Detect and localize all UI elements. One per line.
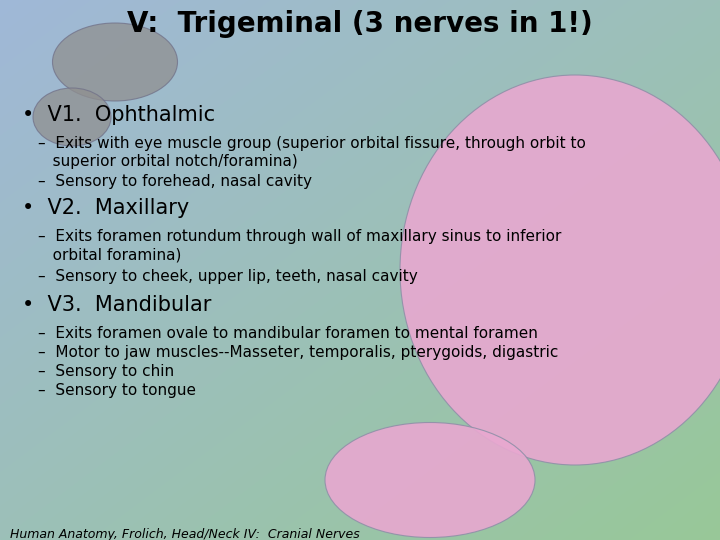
Text: Human Anatomy, Frolich, Head/Neck IV:  Cranial Nerves: Human Anatomy, Frolich, Head/Neck IV: Cr… bbox=[10, 528, 360, 540]
Text: –  Sensory to tongue: – Sensory to tongue bbox=[38, 383, 196, 398]
Text: –  Exits with eye muscle group (superior orbital fissure, through orbit to: – Exits with eye muscle group (superior … bbox=[38, 136, 586, 151]
Text: –  Exits foramen ovale to mandibular foramen to mental foramen: – Exits foramen ovale to mandibular fora… bbox=[38, 326, 538, 341]
Text: –  Sensory to forehead, nasal cavity: – Sensory to forehead, nasal cavity bbox=[38, 174, 312, 189]
Text: –  Motor to jaw muscles--Masseter, temporalis, pterygoids, digastric: – Motor to jaw muscles--Masseter, tempor… bbox=[38, 345, 559, 360]
Ellipse shape bbox=[53, 23, 178, 101]
Text: superior orbital notch/foramina): superior orbital notch/foramina) bbox=[38, 154, 298, 169]
Text: –  Sensory to chin: – Sensory to chin bbox=[38, 364, 174, 379]
Text: –  Sensory to cheek, upper lip, teeth, nasal cavity: – Sensory to cheek, upper lip, teeth, na… bbox=[38, 269, 418, 284]
Text: –  Exits foramen rotundum through wall of maxillary sinus to inferior: – Exits foramen rotundum through wall of… bbox=[38, 229, 562, 244]
Ellipse shape bbox=[400, 75, 720, 465]
Ellipse shape bbox=[325, 422, 535, 537]
Text: •  V2.  Maxillary: • V2. Maxillary bbox=[22, 198, 189, 218]
Text: orbital foramina): orbital foramina) bbox=[38, 247, 181, 262]
Text: V:  Trigeminal (3 nerves in 1!): V: Trigeminal (3 nerves in 1!) bbox=[127, 10, 593, 38]
Ellipse shape bbox=[33, 88, 111, 146]
Text: •  V1.  Ophthalmic: • V1. Ophthalmic bbox=[22, 105, 215, 125]
Text: •  V3.  Mandibular: • V3. Mandibular bbox=[22, 295, 212, 315]
